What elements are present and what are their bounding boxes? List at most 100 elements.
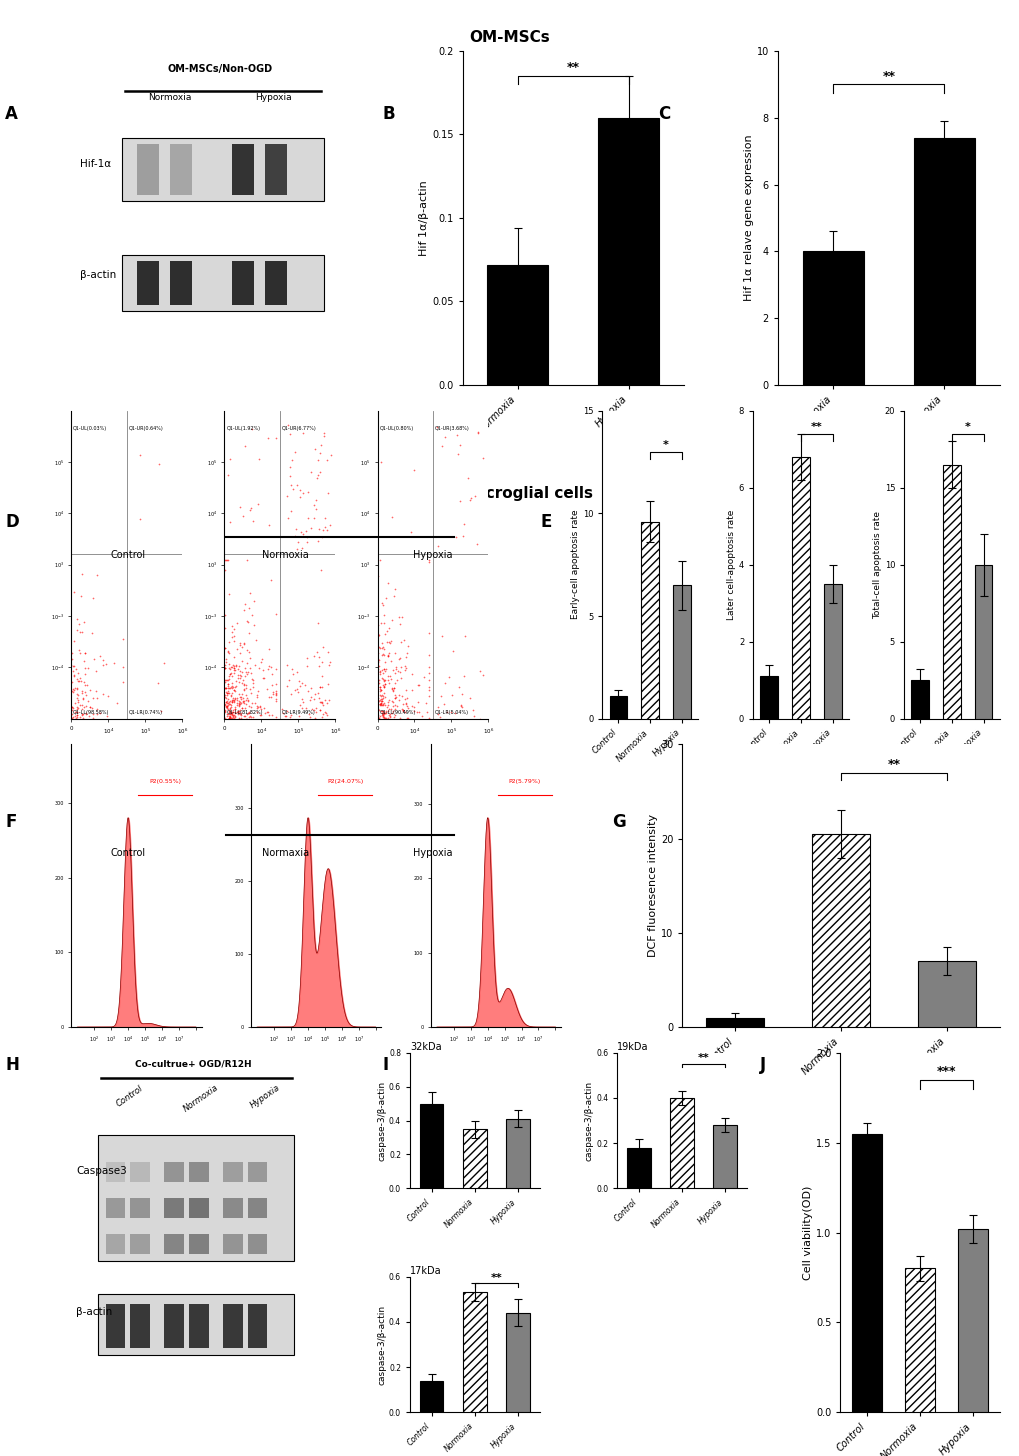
Point <box>379 706 395 729</box>
Point <box>300 480 316 504</box>
Point <box>68 686 85 709</box>
Point <box>280 668 297 692</box>
Point <box>399 706 416 729</box>
Point <box>106 651 122 674</box>
Point <box>73 680 90 703</box>
Point <box>421 684 437 708</box>
Point <box>217 651 233 674</box>
Point <box>435 692 451 715</box>
Point <box>429 702 445 725</box>
Point <box>374 593 390 616</box>
Point <box>76 670 93 693</box>
Point <box>369 706 385 729</box>
Text: Q1-UR(6.77%): Q1-UR(6.77%) <box>281 427 316 431</box>
Point <box>382 629 398 652</box>
Point <box>238 702 255 725</box>
Point <box>115 671 131 695</box>
Point <box>223 689 239 712</box>
Point <box>223 655 239 678</box>
Point <box>65 696 82 719</box>
Point <box>217 636 233 660</box>
Point <box>85 585 101 609</box>
Point <box>394 699 411 722</box>
Point <box>312 699 328 722</box>
Bar <box>760 677 777 719</box>
Point <box>76 696 93 719</box>
Point <box>242 678 258 702</box>
Point <box>234 690 251 713</box>
Point <box>225 676 242 699</box>
Point <box>261 636 277 660</box>
Point <box>375 693 391 716</box>
Point <box>235 689 252 712</box>
Bar <box>189 1162 208 1182</box>
Bar <box>487 265 548 384</box>
Point <box>257 700 273 724</box>
Point <box>242 657 258 680</box>
Point <box>283 499 300 523</box>
Point <box>373 667 389 690</box>
Point <box>398 706 415 729</box>
Point <box>220 673 236 696</box>
Point <box>236 434 253 457</box>
Point <box>373 644 389 667</box>
Point <box>293 697 310 721</box>
Bar <box>905 1268 933 1412</box>
Point <box>69 689 86 712</box>
Point <box>268 687 284 711</box>
Point <box>223 702 239 725</box>
Point <box>303 677 319 700</box>
Point <box>376 674 392 697</box>
Point <box>245 668 261 692</box>
Y-axis label: Cell viability(OD): Cell viability(OD) <box>803 1185 812 1280</box>
Text: **: ** <box>567 61 579 74</box>
Point <box>278 699 294 722</box>
Point <box>320 673 336 696</box>
Point <box>220 705 236 728</box>
Point <box>462 488 478 511</box>
Text: **: ** <box>490 1273 501 1283</box>
Point <box>235 690 252 713</box>
Point <box>381 616 397 639</box>
Text: **: ** <box>881 70 895 83</box>
Point <box>315 424 331 447</box>
Point <box>221 702 237 725</box>
Point <box>253 697 269 721</box>
Point <box>474 447 490 470</box>
Point <box>376 638 392 661</box>
Point <box>223 702 239 725</box>
Point <box>217 547 233 571</box>
Point <box>68 697 85 721</box>
Point <box>75 610 92 633</box>
Point <box>381 641 397 664</box>
Point <box>217 700 233 724</box>
Point <box>369 687 385 711</box>
Text: D: D <box>5 513 18 531</box>
Point <box>219 696 235 719</box>
Point <box>314 690 330 713</box>
Point <box>84 696 100 719</box>
Point <box>224 652 240 676</box>
Point <box>225 678 242 702</box>
Point <box>222 676 238 699</box>
Point <box>310 681 326 705</box>
Point <box>370 623 386 646</box>
Point <box>314 702 330 725</box>
Point <box>217 558 233 581</box>
Point <box>240 597 257 620</box>
Point <box>375 644 391 667</box>
Point <box>70 661 87 684</box>
Point <box>245 706 261 729</box>
Point <box>90 697 106 721</box>
Point <box>243 496 259 520</box>
Point <box>376 668 392 692</box>
Point <box>396 700 413 724</box>
Point <box>76 673 93 696</box>
Point <box>373 684 389 708</box>
Point <box>421 678 437 702</box>
Point <box>66 581 83 604</box>
Point <box>370 697 386 721</box>
Point <box>371 660 387 683</box>
Point <box>371 668 387 692</box>
Point <box>64 696 81 719</box>
